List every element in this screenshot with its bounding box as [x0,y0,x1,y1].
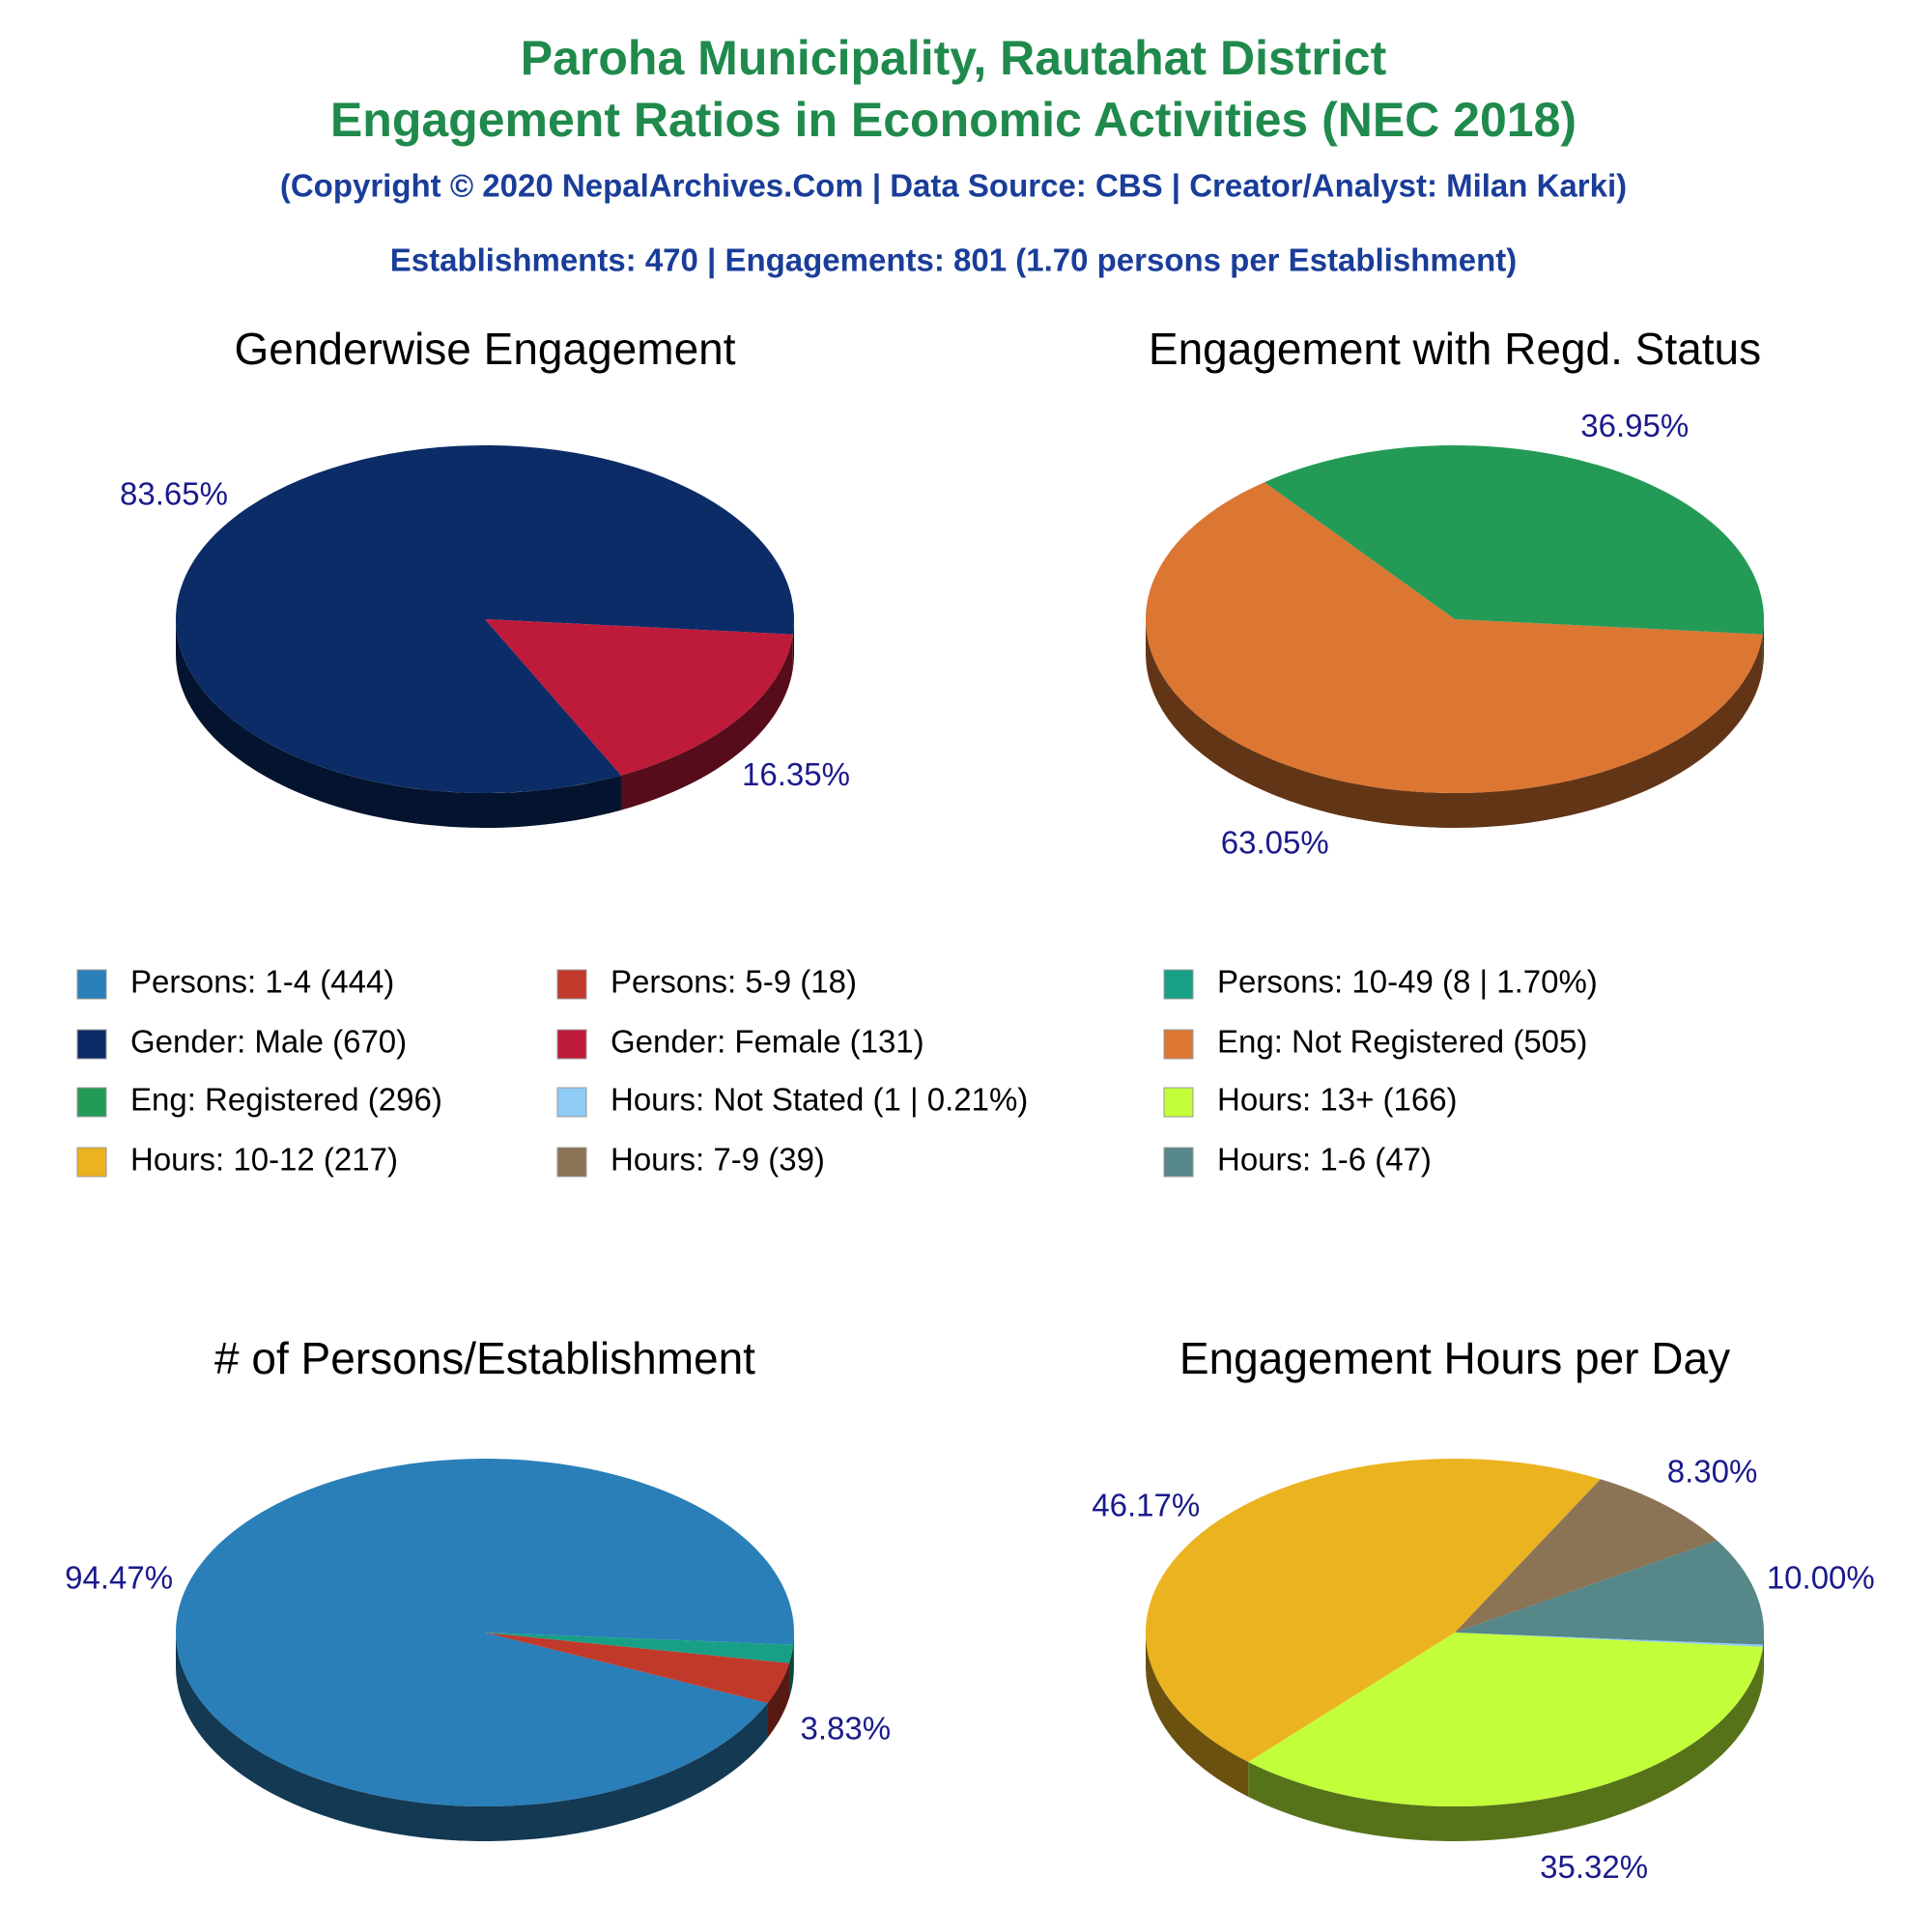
value-label: 63.05% [1221,824,1329,860]
slice [1248,1633,1763,1807]
value-label: 46.17% [1092,1488,1200,1523]
legend-label: Gender: Male (670) [130,1024,407,1060]
value-label: 94.47% [65,1559,173,1595]
slice [485,619,793,776]
value-label: 10.00% [1767,1559,1875,1595]
slice [1455,1479,1718,1633]
slice-side [1762,619,1764,669]
summary: Establishments: 470 | Engagements: 801 (… [390,242,1517,278]
legend-swatch [1163,1029,1194,1060]
legend-label: Hours: 13+ (166) [1217,1082,1458,1118]
slice [1455,1633,1764,1647]
legend-label: Gender: Female (131) [611,1024,924,1060]
slice-side [1763,1633,1764,1680]
pie-title: Engagement Hours per Day [1179,1333,1730,1383]
legend-label: Persons: 10-49 (8 | 1.70%) [1217,964,1598,1000]
slice-side [792,619,795,669]
slice-side [793,1633,795,1680]
legend-label: Hours: 7-9 (39) [611,1142,825,1178]
value-label: 3.83% [801,1711,892,1747]
slice [1146,482,1763,793]
legend-swatch [76,1147,107,1178]
legend-swatch [76,969,107,1000]
legend-swatch [76,1029,107,1060]
legend-label: Hours: 10-12 (217) [130,1142,398,1178]
slice [485,1633,794,1663]
legend-swatch [556,969,587,1000]
legend-label: Eng: Not Registered (505) [1217,1024,1587,1060]
title: Engagement Ratios in Economic Activities… [330,93,1577,147]
slice-side [1146,619,1763,829]
pie-title: Genderwise Engagement [234,324,735,374]
slice [1146,1459,1601,1762]
slice [176,1458,795,1806]
slice [176,445,794,794]
slice-side [767,1662,790,1738]
legend-label: Persons: 5-9 (18) [611,964,857,1000]
legend-swatch [556,1029,587,1060]
pie-title: # of Persons/Establishment [214,1333,755,1383]
legend-swatch [76,1087,107,1118]
slice-side [1248,1646,1763,1841]
slice [485,1633,790,1703]
legend-label: Persons: 1-4 (444) [130,964,394,1000]
slice-side [620,634,793,810]
slice-side [176,619,621,829]
value-label: 35.32% [1540,1849,1648,1885]
legend-label: Eng: Registered (296) [130,1082,442,1118]
legend-swatch [556,1087,587,1118]
legend-label: Hours: 1-6 (47) [1217,1142,1432,1178]
value-label: 83.65% [120,476,228,512]
slice [1455,1540,1764,1645]
slice-side [175,1633,768,1842]
title: Paroha Municipality, Rautahat District [521,31,1387,85]
slice-side [789,1644,794,1698]
legend-label: Hours: Not Stated (1 | 0.21%) [611,1082,1028,1118]
copyright: (Copyright © 2020 NepalArchives.Com | Da… [280,168,1627,204]
value-label: 8.30% [1667,1453,1758,1489]
pie-title: Engagement with Regd. Status [1149,324,1761,374]
legend-swatch [1163,969,1194,1000]
value-label: 36.95% [1580,408,1689,443]
legend-swatch [1163,1147,1194,1178]
slice [1264,444,1764,635]
slice-side [1146,1633,1249,1797]
legend-swatch [1163,1087,1194,1118]
legend-swatch [556,1147,587,1178]
value-label: 16.35% [742,756,850,792]
